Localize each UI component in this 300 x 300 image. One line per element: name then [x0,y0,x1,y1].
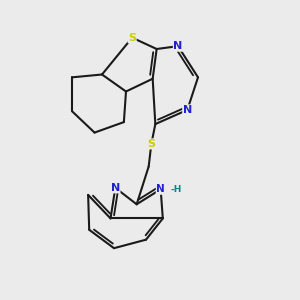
Text: N: N [183,105,192,115]
Text: S: S [128,33,136,43]
Text: -H: -H [170,185,182,194]
Text: N: N [173,41,183,51]
Text: N: N [111,183,120,193]
Text: S: S [147,139,155,149]
Text: N: N [156,184,165,194]
